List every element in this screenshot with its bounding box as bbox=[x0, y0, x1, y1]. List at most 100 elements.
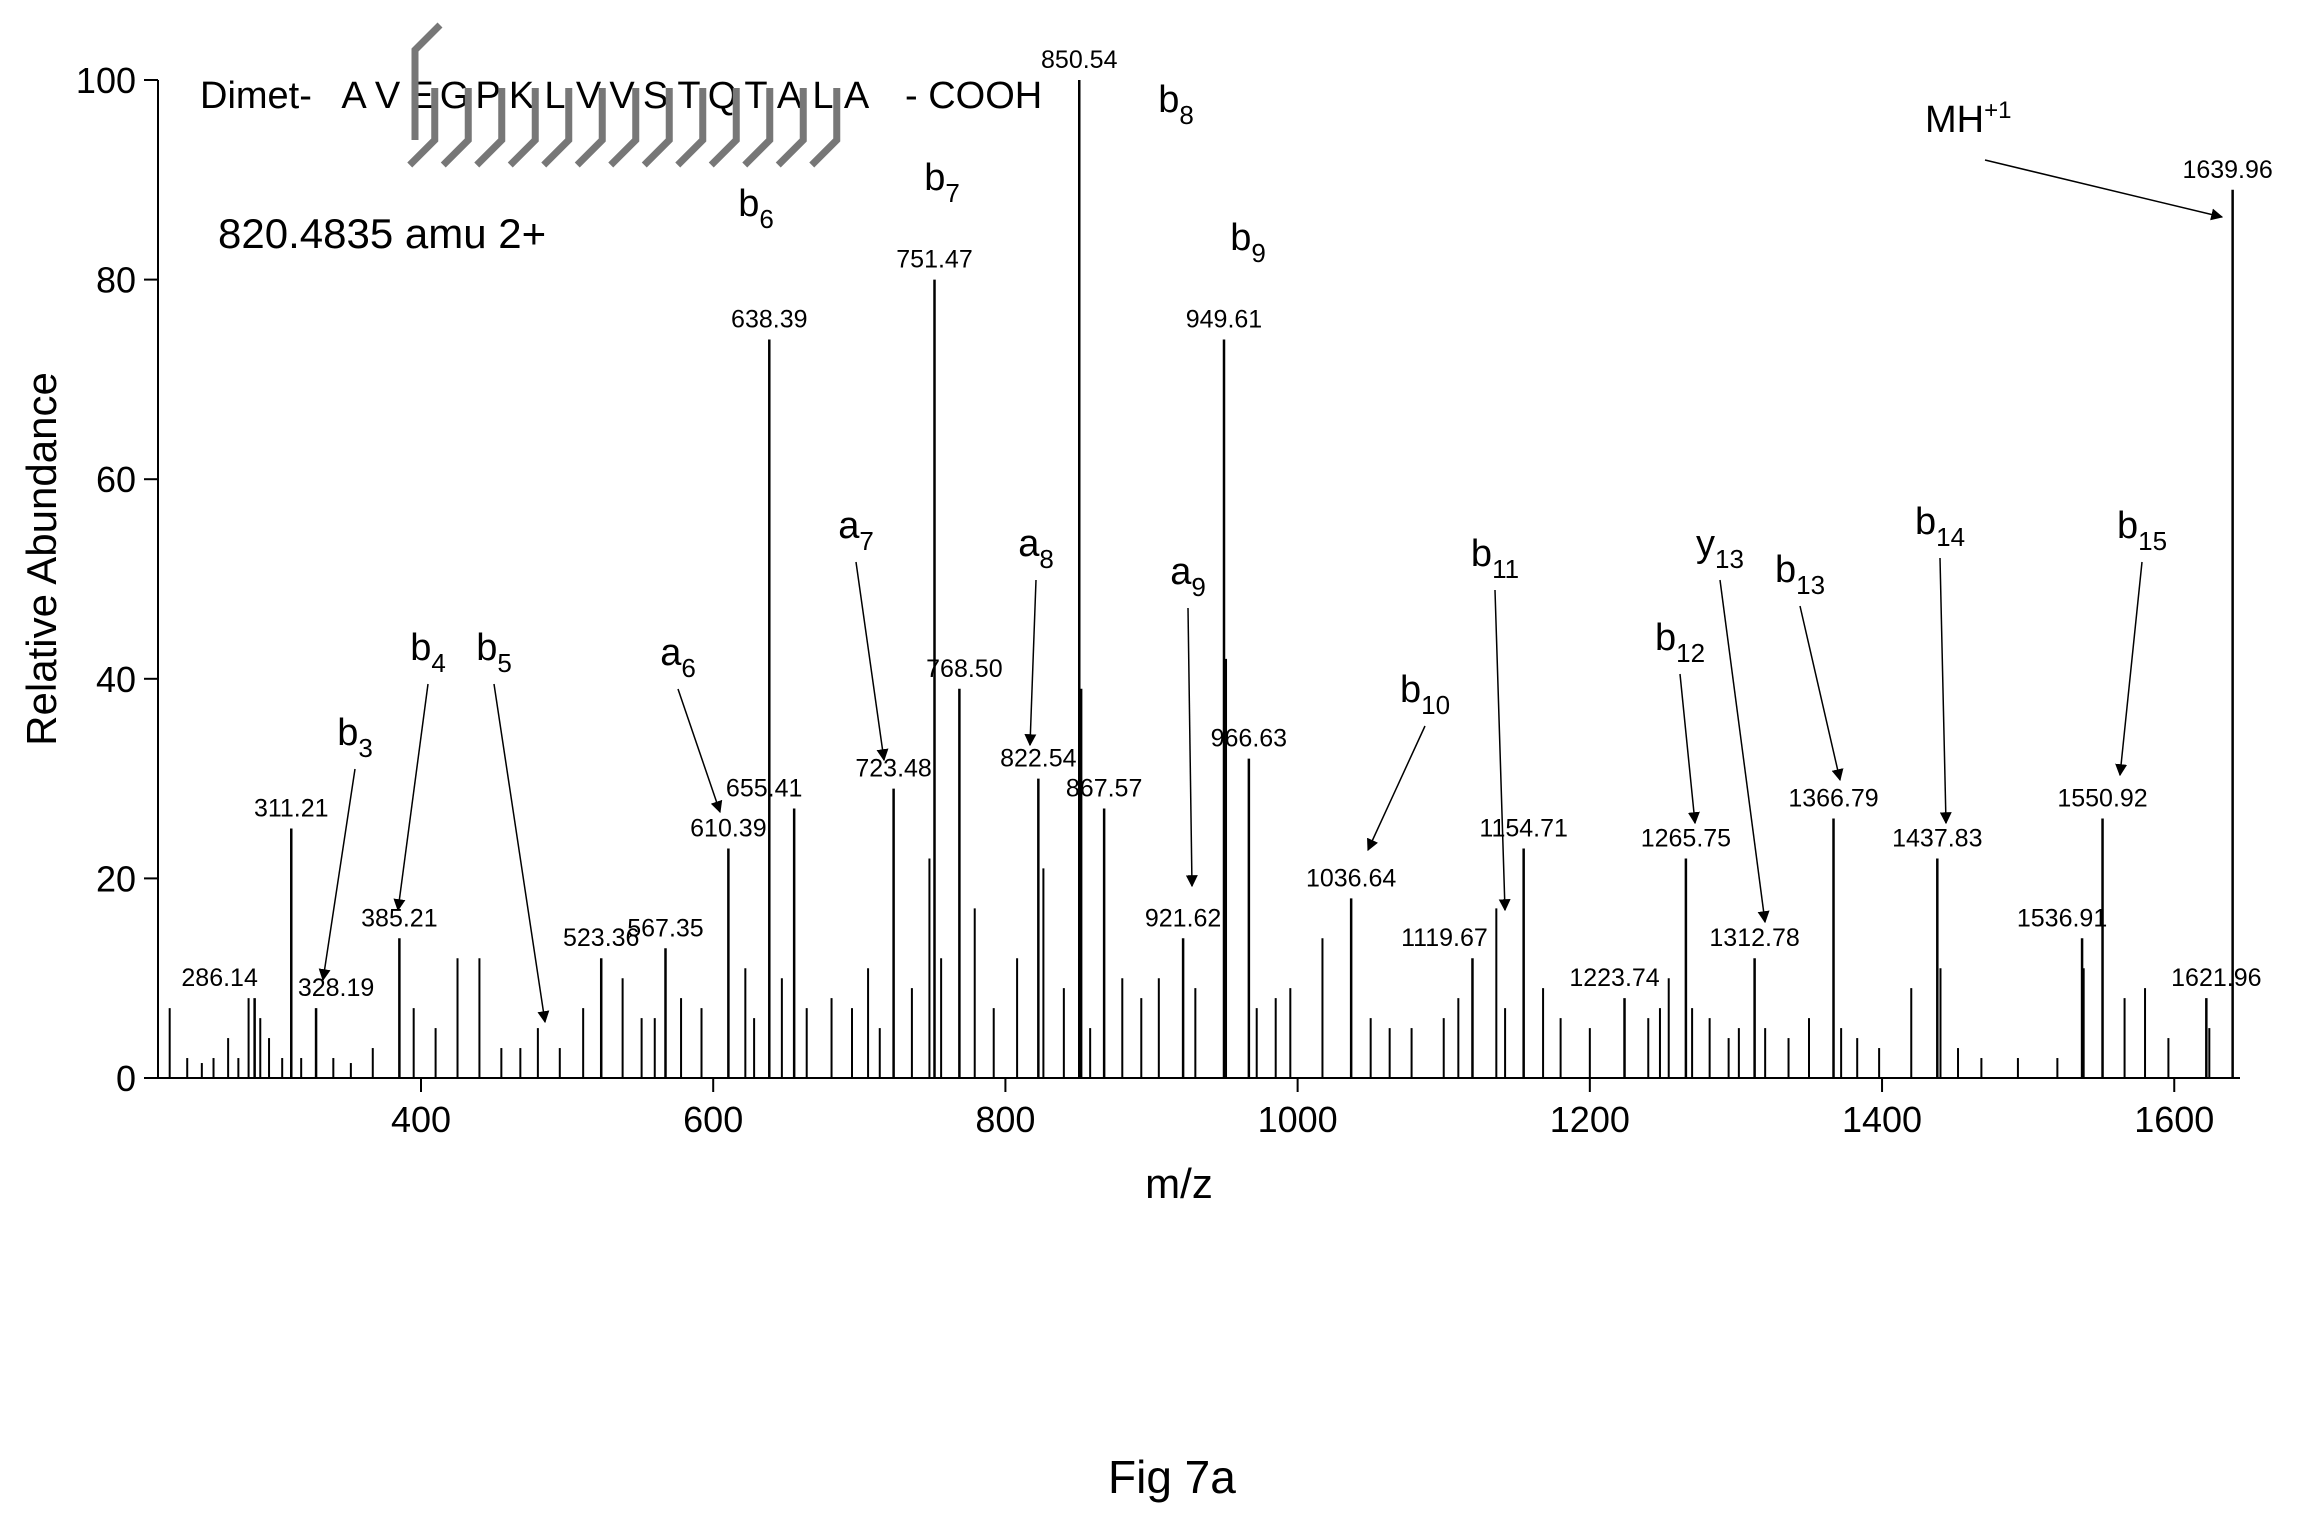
ion-subscript: 11 bbox=[1492, 554, 1519, 584]
x-tick-label: 1200 bbox=[1550, 1099, 1630, 1140]
ion-letter: a bbox=[660, 632, 682, 674]
ion-subscript: 6 bbox=[759, 204, 773, 234]
fragment-marker bbox=[574, 88, 606, 168]
sequence-residue: T bbox=[744, 75, 767, 117]
peak-label: 921.62 bbox=[1145, 904, 1221, 932]
ion-label: a6 bbox=[660, 632, 696, 683]
mh-arrow bbox=[1984, 159, 2224, 221]
peak-label: 567.35 bbox=[627, 914, 703, 942]
ion-label: b13 bbox=[1775, 549, 1825, 600]
fragment-marker bbox=[742, 88, 774, 168]
peak-label: 966.63 bbox=[1211, 725, 1287, 753]
peak-label: 850.54 bbox=[1041, 46, 1118, 74]
ion-label: a8 bbox=[1018, 523, 1054, 574]
ion-arrow bbox=[318, 768, 356, 982]
y-tick-label: 100 bbox=[76, 60, 136, 101]
ion-label: b6 bbox=[738, 183, 774, 234]
peak-label: 822.54 bbox=[1000, 745, 1077, 773]
mh-text: MH bbox=[1925, 99, 1984, 141]
ion-letter: b bbox=[1471, 533, 1492, 575]
ion-label: b12 bbox=[1655, 617, 1705, 668]
ion-letter: b bbox=[1230, 217, 1251, 259]
ion-letter: b bbox=[410, 627, 431, 669]
y-tick-label: 0 bbox=[116, 1058, 136, 1099]
ion-arrow bbox=[1367, 725, 1426, 852]
ion-arrow bbox=[1799, 605, 1844, 782]
ion-subscript: 10 bbox=[1421, 690, 1450, 720]
precursor-label: 820.4835 amu 2+ bbox=[218, 210, 546, 257]
ion-subscript: 8 bbox=[1039, 544, 1053, 574]
ion-subscript: 13 bbox=[1796, 570, 1825, 600]
ion-letter: b bbox=[1915, 501, 1936, 543]
sequence-prefix: Dimet- bbox=[200, 75, 312, 117]
peak-label: 949.61 bbox=[1186, 305, 1262, 333]
ion-arrow bbox=[1939, 557, 1952, 825]
y-tick-label: 40 bbox=[96, 659, 136, 700]
x-tick-label: 1600 bbox=[2134, 1099, 2214, 1140]
ion-letter: b bbox=[738, 183, 759, 225]
peak-label: 1366.79 bbox=[1788, 785, 1878, 813]
ion-subscript: 5 bbox=[497, 648, 511, 678]
peak-label: 1639.96 bbox=[2182, 156, 2272, 184]
peak-label: 1119.67 bbox=[1401, 924, 1488, 952]
x-tick-label: 800 bbox=[975, 1099, 1035, 1140]
mh-label: MH+1 bbox=[1925, 97, 2011, 141]
ion-label: b9 bbox=[1230, 217, 1266, 268]
fragment-marker bbox=[675, 88, 707, 168]
peak-label: 328.19 bbox=[298, 974, 374, 1002]
ion-arrow bbox=[855, 561, 889, 762]
x-tick-label: 1000 bbox=[1258, 1099, 1338, 1140]
ion-letter: y bbox=[1696, 523, 1715, 565]
ion-label: b14 bbox=[1915, 501, 1965, 552]
ion-arrow bbox=[1494, 589, 1511, 912]
fragment-marker bbox=[474, 88, 506, 168]
fragment-marker bbox=[608, 88, 640, 168]
peak-label: 1550.92 bbox=[2057, 785, 2147, 813]
peak-label: 311.21 bbox=[254, 795, 329, 823]
peak-label: 1265.75 bbox=[1641, 824, 1731, 852]
ion-label: b10 bbox=[1400, 669, 1450, 720]
ion-subscript: 7 bbox=[945, 178, 959, 208]
peak-label: 610.39 bbox=[690, 814, 766, 842]
ion-label: b15 bbox=[2117, 505, 2167, 556]
ion-arrow bbox=[1185, 607, 1198, 888]
fragment-marker bbox=[809, 88, 841, 168]
ion-letter: a bbox=[1170, 551, 1192, 593]
ion-subscript: 6 bbox=[681, 653, 695, 683]
sequence-residue: A bbox=[341, 75, 367, 117]
sequence-residue: Q bbox=[708, 75, 738, 117]
y-tick-label: 80 bbox=[96, 260, 136, 301]
ion-letter: b bbox=[1655, 617, 1676, 659]
ion-subscript: 4 bbox=[431, 648, 445, 678]
ion-subscript: 14 bbox=[1936, 522, 1965, 552]
peak-label: 1154.71 bbox=[1479, 814, 1568, 842]
x-axis-label: m/z bbox=[1145, 1160, 1213, 1207]
peak-label: 1223.74 bbox=[1569, 964, 1659, 992]
ion-letter: b bbox=[1775, 549, 1796, 591]
ion-label: b5 bbox=[476, 627, 512, 678]
fragment-marker bbox=[440, 88, 472, 168]
sequence-residue: L bbox=[812, 75, 833, 117]
ion-label: b11 bbox=[1471, 533, 1519, 584]
ion-arrow bbox=[677, 688, 723, 814]
axes: 0 20 40 60 80 100 400 600 800 1000 1200 1400 1600 m/z… bbox=[18, 60, 2240, 1207]
ion-letter: b bbox=[1158, 79, 1179, 121]
sequence-residue: V bbox=[609, 75, 635, 117]
y-tick-label: 20 bbox=[96, 858, 136, 899]
sequence-residue: P bbox=[475, 75, 500, 117]
peak-label: 1621.96 bbox=[2171, 964, 2261, 992]
ion-arrow bbox=[1679, 673, 1700, 825]
fragment-marker bbox=[507, 88, 539, 168]
peak-label: 751.47 bbox=[896, 246, 972, 274]
sequence-residue: G bbox=[440, 75, 470, 117]
peak-label: 1536.91 bbox=[2017, 904, 2107, 932]
ion-arrow bbox=[493, 683, 550, 1024]
ion-label: a7 bbox=[838, 505, 874, 556]
fragment-marker bbox=[775, 88, 807, 168]
ion-subscript: 15 bbox=[2138, 526, 2167, 556]
sequence-residue: A bbox=[777, 75, 803, 117]
ion-subscript: 7 bbox=[859, 526, 873, 556]
